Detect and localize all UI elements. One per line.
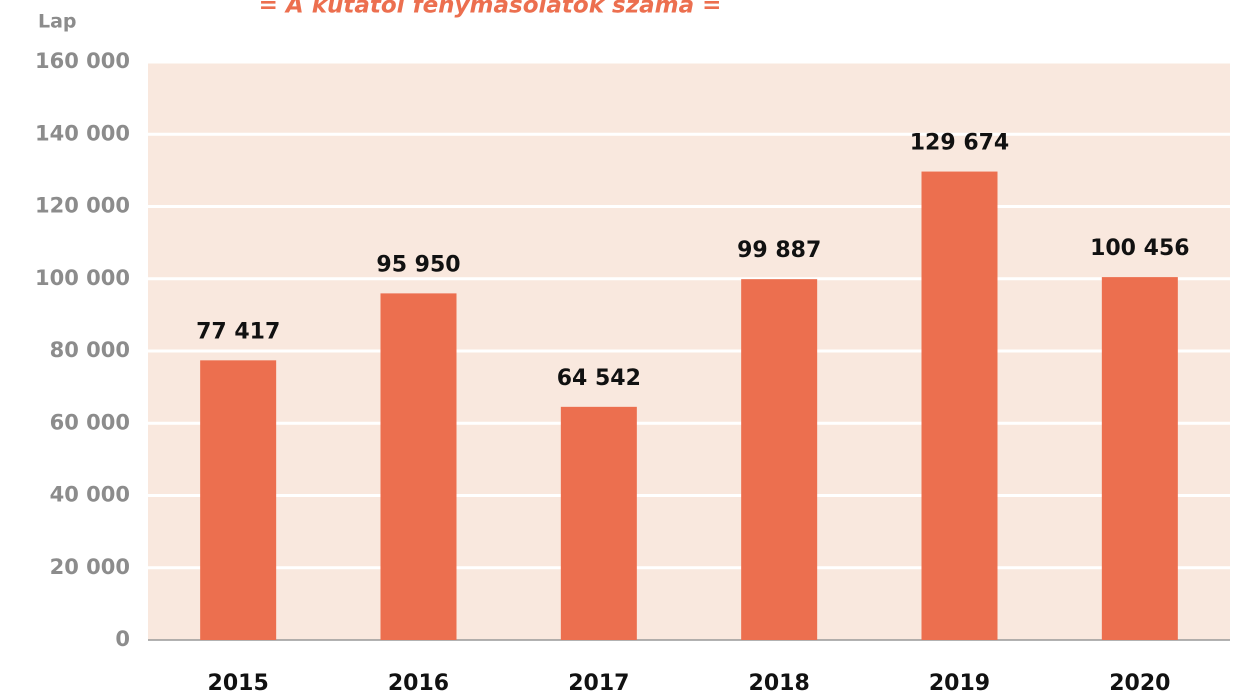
y-tick-label: 0 — [115, 627, 130, 651]
bar — [380, 293, 457, 640]
value-label: 99 887 — [737, 238, 821, 263]
x-tick-label: 2016 — [388, 671, 449, 695]
y-tick-label: 20 000 — [50, 555, 130, 579]
y-tick-label: 60 000 — [50, 410, 130, 434]
value-label: 100 456 — [1090, 236, 1190, 261]
chart-title: = A kutatói fénymásolatok száma = — [259, 0, 722, 19]
y-tick-label: 40 000 — [50, 483, 130, 507]
bar — [560, 406, 637, 640]
y-tick-label: 140 000 — [35, 121, 130, 145]
value-label: 95 950 — [376, 252, 460, 277]
y-tick-label: 80 000 — [50, 338, 130, 362]
bar — [1101, 277, 1178, 640]
x-tick-label: 2015 — [208, 671, 269, 695]
y-tick-label: 100 000 — [35, 266, 130, 290]
bar — [741, 279, 818, 640]
x-tick-label: 2019 — [929, 671, 990, 695]
y-axis-label: Lap — [38, 11, 77, 33]
x-tick-label: 2018 — [749, 671, 810, 695]
bar — [921, 171, 998, 640]
x-tick-label: 2020 — [1109, 671, 1170, 695]
value-label: 129 674 — [910, 131, 1010, 156]
y-tick-label: 160 000 — [35, 49, 130, 73]
value-label: 64 542 — [557, 366, 641, 391]
x-tick-label: 2017 — [568, 671, 629, 695]
value-label: 77 417 — [196, 319, 280, 344]
bar — [200, 360, 277, 640]
y-tick-label: 120 000 — [35, 194, 130, 218]
